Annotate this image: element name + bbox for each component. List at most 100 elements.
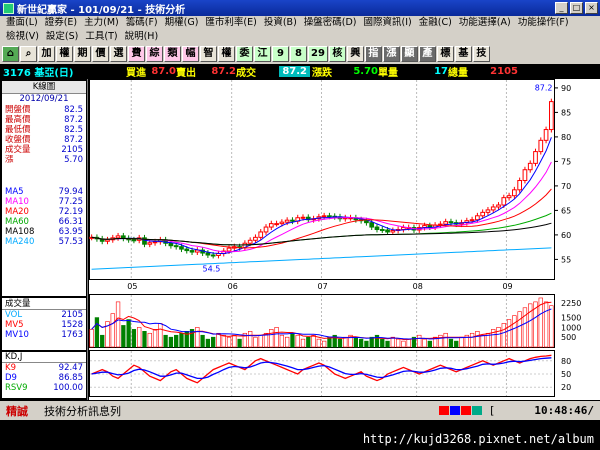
toolbar-button[interactable]: 興 <box>346 46 364 62</box>
candle-body <box>152 241 158 244</box>
kd-title[interactable]: KD,J <box>2 352 86 363</box>
change-value: 5.70 <box>353 66 378 77</box>
high-annotation: 87.2 <box>535 83 553 92</box>
volume-bar <box>105 321 110 348</box>
candle-body <box>179 246 184 250</box>
ma-row: MA20 72.19 <box>2 207 86 217</box>
chart-area[interactable]: 55 60 65 70 75 80 85 90 05 06 07 08 09 87.2 54.5 500 100… <box>89 79 600 400</box>
ma-value: 72.19 <box>58 207 83 217</box>
toolbar-button[interactable]: 智 <box>200 46 217 62</box>
kd-tick-label: 20 <box>561 383 571 392</box>
candle-body <box>226 247 232 252</box>
candle-body <box>120 235 126 239</box>
menu-item[interactable]: 證券(E) <box>44 17 78 28</box>
home-icon[interactable]: ⌂ <box>2 46 19 62</box>
kline-row: 最低價 82.5 <box>2 125 86 135</box>
ma-row: MA10 77.25 <box>2 197 86 207</box>
volume-bar <box>121 325 126 348</box>
candle-body <box>268 223 274 228</box>
menu-item[interactable]: 操盤密碼(D) <box>303 17 357 28</box>
toolbar-button[interactable]: 江 <box>254 46 271 62</box>
volpanel-row: MV10 1763 <box>2 330 86 340</box>
close-button[interactable]: × <box>585 2 598 14</box>
kdpanel-label: D9 <box>5 373 17 383</box>
candle-body <box>390 229 396 233</box>
menu-item[interactable]: 設定(S) <box>45 31 79 42</box>
bid-label-wrap: 買進 <box>86 64 146 79</box>
ma-label: MA5 <box>5 187 24 197</box>
toolbar-button[interactable]: 幅 <box>182 46 199 62</box>
menu-item[interactable]: 主力(M) <box>84 17 119 28</box>
kline-title[interactable]: K線圖 <box>2 81 86 94</box>
toolbar-button[interactable]: 費 <box>128 46 145 62</box>
toolbar-button[interactable]: 顯 <box>400 46 418 62</box>
candle-body <box>501 197 507 206</box>
volume-bar <box>533 301 538 348</box>
minimize-button[interactable]: _ <box>555 2 568 14</box>
toolbar-button[interactable]: 漲 <box>382 46 400 62</box>
toolbar-button[interactable]: 綜 <box>146 46 163 62</box>
ma-row: MA108 63.95 <box>2 227 86 237</box>
volume-bar <box>464 334 469 348</box>
menu-item[interactable]: 匯市利率(E) <box>205 17 257 28</box>
candle-body <box>480 211 486 217</box>
toolbar-button[interactable]: 類 <box>164 46 181 62</box>
menu-item[interactable]: 檢視(V) <box>6 31 39 42</box>
ask-value: 87.2 <box>211 66 236 77</box>
toolbar-button[interactable]: 基 <box>454 46 472 62</box>
search-icon[interactable]: ⌕ <box>20 46 37 62</box>
toolbar-button[interactable]: 權 <box>56 46 73 62</box>
kline-row: 開盤價 82.5 <box>2 105 86 115</box>
kdpanel-value: 86.85 <box>58 373 83 383</box>
menu-item[interactable]: 籌碼(F) <box>125 17 158 28</box>
kline-row-label: 收盤價 <box>5 135 31 145</box>
toolbar-button[interactable]: 核 <box>328 46 346 62</box>
volume-bar <box>369 336 374 348</box>
candle-body <box>543 129 549 141</box>
menu-item[interactable]: 畫面(L) <box>6 17 38 28</box>
menu-item[interactable]: 期權(G) <box>164 17 199 28</box>
toolbar-button[interactable]: 權 <box>218 46 235 62</box>
kdpanel-label: RSV9 <box>5 383 28 393</box>
kline-row: 收盤價 87.2 <box>2 135 86 145</box>
candle-body <box>147 242 153 245</box>
volume-bar <box>94 317 100 348</box>
toolbar-button[interactable]: 加 <box>38 46 55 62</box>
kdpanel-value: 100.00 <box>53 383 83 393</box>
toolbar-button[interactable]: 委 <box>236 46 253 62</box>
menu-item[interactable]: 功能操作(F) <box>517 17 569 28</box>
volume-bar <box>380 338 385 348</box>
volume-bar <box>528 303 533 348</box>
volume-bar <box>221 334 226 348</box>
toolbar-button[interactable]: 29 <box>308 46 328 62</box>
menu-item[interactable]: 功能選擇(A) <box>458 17 511 28</box>
toolbar-button[interactable]: 8 <box>290 46 307 62</box>
menu-item[interactable]: 工具(T) <box>85 31 118 42</box>
ma-label: MA10 <box>5 197 29 207</box>
price-tick-label: 90 <box>561 84 571 93</box>
volume-title[interactable]: 成交量 <box>2 298 86 310</box>
toolbar-button[interactable]: 標 <box>436 46 454 62</box>
total-value: 2105 <box>490 66 518 77</box>
kline-row-label: 開盤價 <box>5 105 31 115</box>
bid-label: 買進 <box>126 68 146 79</box>
menu-item[interactable]: 投資(B) <box>263 17 297 28</box>
toolbar-button[interactable]: 期 <box>74 46 91 62</box>
menu-item[interactable]: 金融(C) <box>418 17 452 28</box>
k9-line <box>91 354 552 384</box>
toolbar-button[interactable]: 價 <box>92 46 109 62</box>
toolbar-button[interactable]: 選 <box>110 46 127 62</box>
toolbar-button[interactable]: 技 <box>472 46 490 62</box>
toolbar-button[interactable]: 產 <box>418 46 436 62</box>
toolbar-button[interactable]: 指 <box>364 46 382 62</box>
volume-bar <box>195 327 200 348</box>
volume-bar <box>475 331 480 348</box>
technical-chart[interactable]: 55 60 65 70 75 80 85 90 05 06 07 08 09 87.2 54.5 500100… <box>89 79 600 400</box>
status-bracket: [ <box>490 404 495 417</box>
candle-body <box>485 209 491 213</box>
toolbar-button[interactable]: 9 <box>272 46 289 62</box>
maximize-button[interactable]: □ <box>570 2 583 14</box>
menu-item[interactable]: 國際資訊(I) <box>363 17 412 28</box>
menu-item[interactable]: 說明(H) <box>124 31 159 42</box>
ma240-line <box>91 247 552 270</box>
